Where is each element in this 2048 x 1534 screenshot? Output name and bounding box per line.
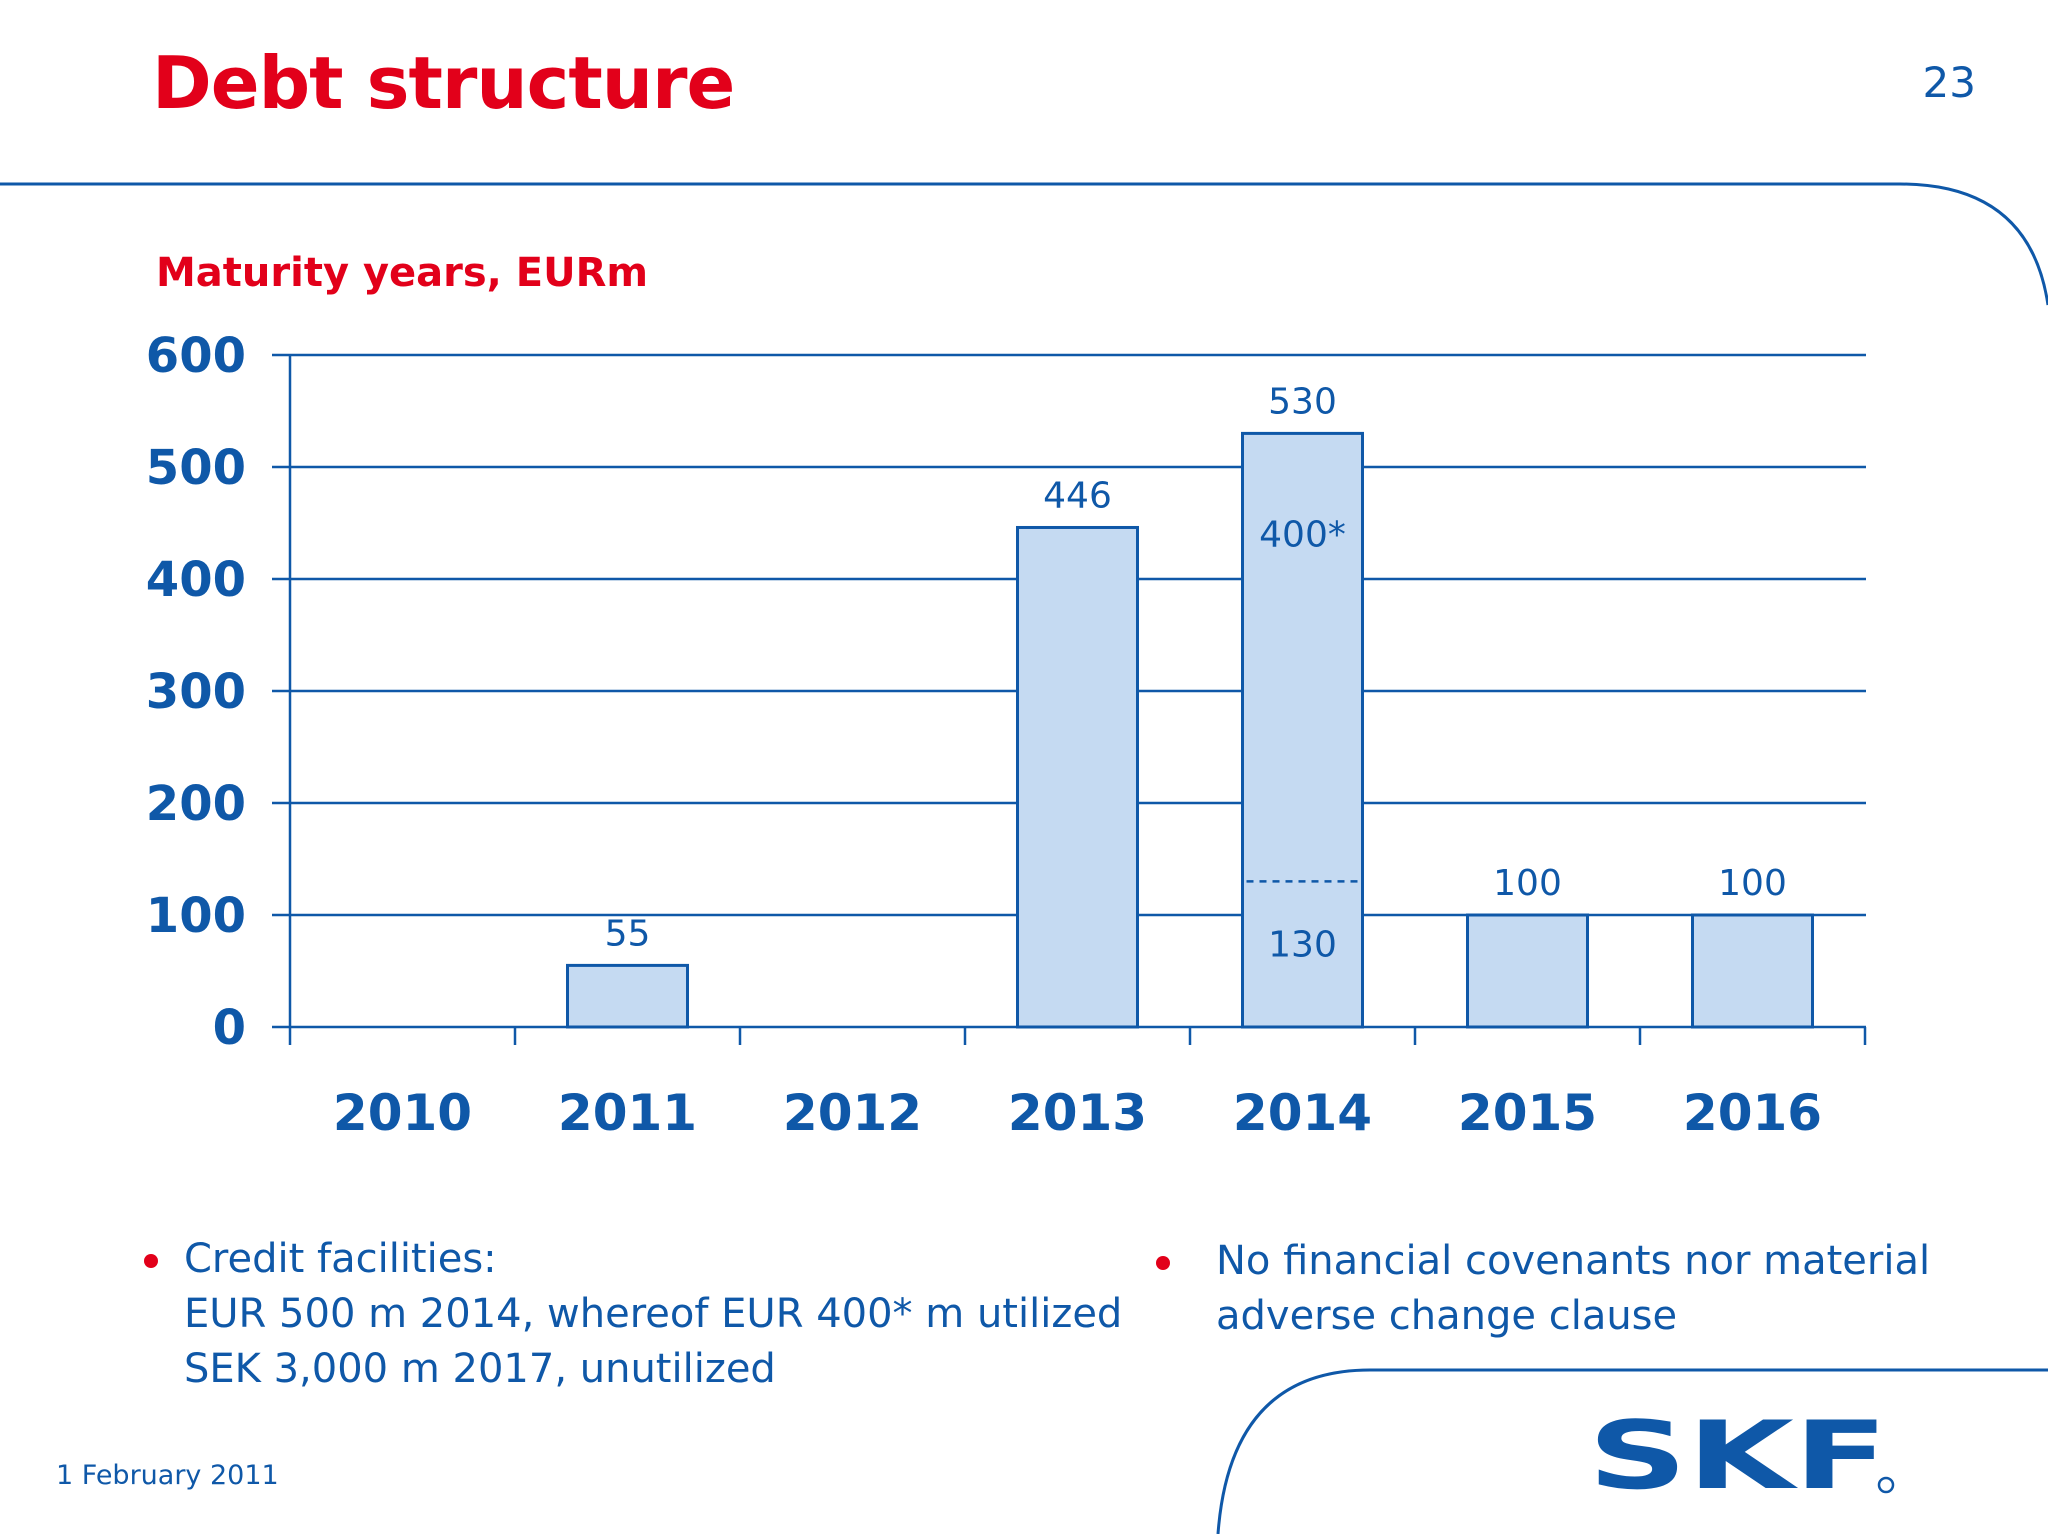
page-number: 23	[1922, 58, 1976, 107]
footer-date: 1 February 2011	[56, 1460, 279, 1491]
bullet-line: adverse change clause	[1216, 1293, 1678, 1339]
y-tick-label: 200	[146, 776, 246, 832]
x-tick-label-2015: 2015	[1458, 1084, 1597, 1142]
x-tick-label-2011: 2011	[558, 1084, 697, 1142]
x-tick-label-2013: 2013	[1008, 1084, 1147, 1142]
bar-2016	[1691, 913, 1814, 1029]
bullet-item-credit-facilities: Credit facilities: EUR 500 m 2014, where…	[144, 1232, 1122, 1397]
y-tick-label: 600	[146, 328, 246, 384]
x-tick-label-2014: 2014	[1233, 1084, 1372, 1142]
bullet-line: SEK 3,000 m 2017, unutilized	[184, 1346, 776, 1392]
bullet-line: Credit facilities:	[184, 1236, 497, 1282]
bullet-line: EUR 500 m 2014, whereof EUR 400* m utili…	[184, 1291, 1123, 1337]
x-tick-label-2016: 2016	[1683, 1084, 1822, 1142]
chart-subtitle: Maturity years, EURm	[156, 250, 649, 296]
x-tick-label-2012: 2012	[783, 1084, 922, 1142]
data-label-2014: 530	[1268, 381, 1337, 422]
segment-label-upper: 400*	[1259, 514, 1346, 555]
bullet-line: No financial covenants nor material	[1216, 1238, 1931, 1284]
y-tick-label: 400	[146, 552, 246, 608]
skf-logo: SKF	[1588, 1418, 1895, 1494]
bullet-list-covenants: No financial covenants nor material adve…	[1156, 1234, 1930, 1344]
data-label-2013: 446	[1043, 475, 1112, 516]
data-label-2011: 55	[605, 913, 651, 954]
y-tick-label: 100	[146, 888, 246, 944]
bullet-dot-icon	[144, 1254, 158, 1268]
bullet-list-credit-facilities: Credit facilities: EUR 500 m 2014, where…	[144, 1232, 1122, 1397]
bar-chart: 0 100 200 300 400 500 600 2010 55 2011 2012 446 2013…	[146, 328, 1867, 1142]
bar-2013	[1016, 525, 1139, 1029]
bullet-item-covenants: No financial covenants nor material adve…	[1156, 1234, 1930, 1344]
data-label-2015: 100	[1493, 863, 1562, 904]
svg-text:SKF: SKF	[1588, 1418, 1888, 1494]
bar-2014	[1241, 431, 1364, 1029]
slide-title: Debt structure	[152, 41, 735, 125]
segment-label-lower: 130	[1268, 924, 1337, 965]
bullet-dot-icon	[1156, 1256, 1170, 1270]
y-tick-label: 0	[213, 1000, 246, 1056]
bar-2011	[566, 963, 689, 1029]
bar-2015	[1466, 913, 1589, 1029]
y-tick-label: 500	[146, 440, 246, 496]
data-label-2016: 100	[1718, 863, 1787, 904]
x-tick-label-2010: 2010	[333, 1084, 472, 1142]
y-tick-label: 300	[146, 664, 246, 720]
header-divider	[0, 182, 2048, 306]
